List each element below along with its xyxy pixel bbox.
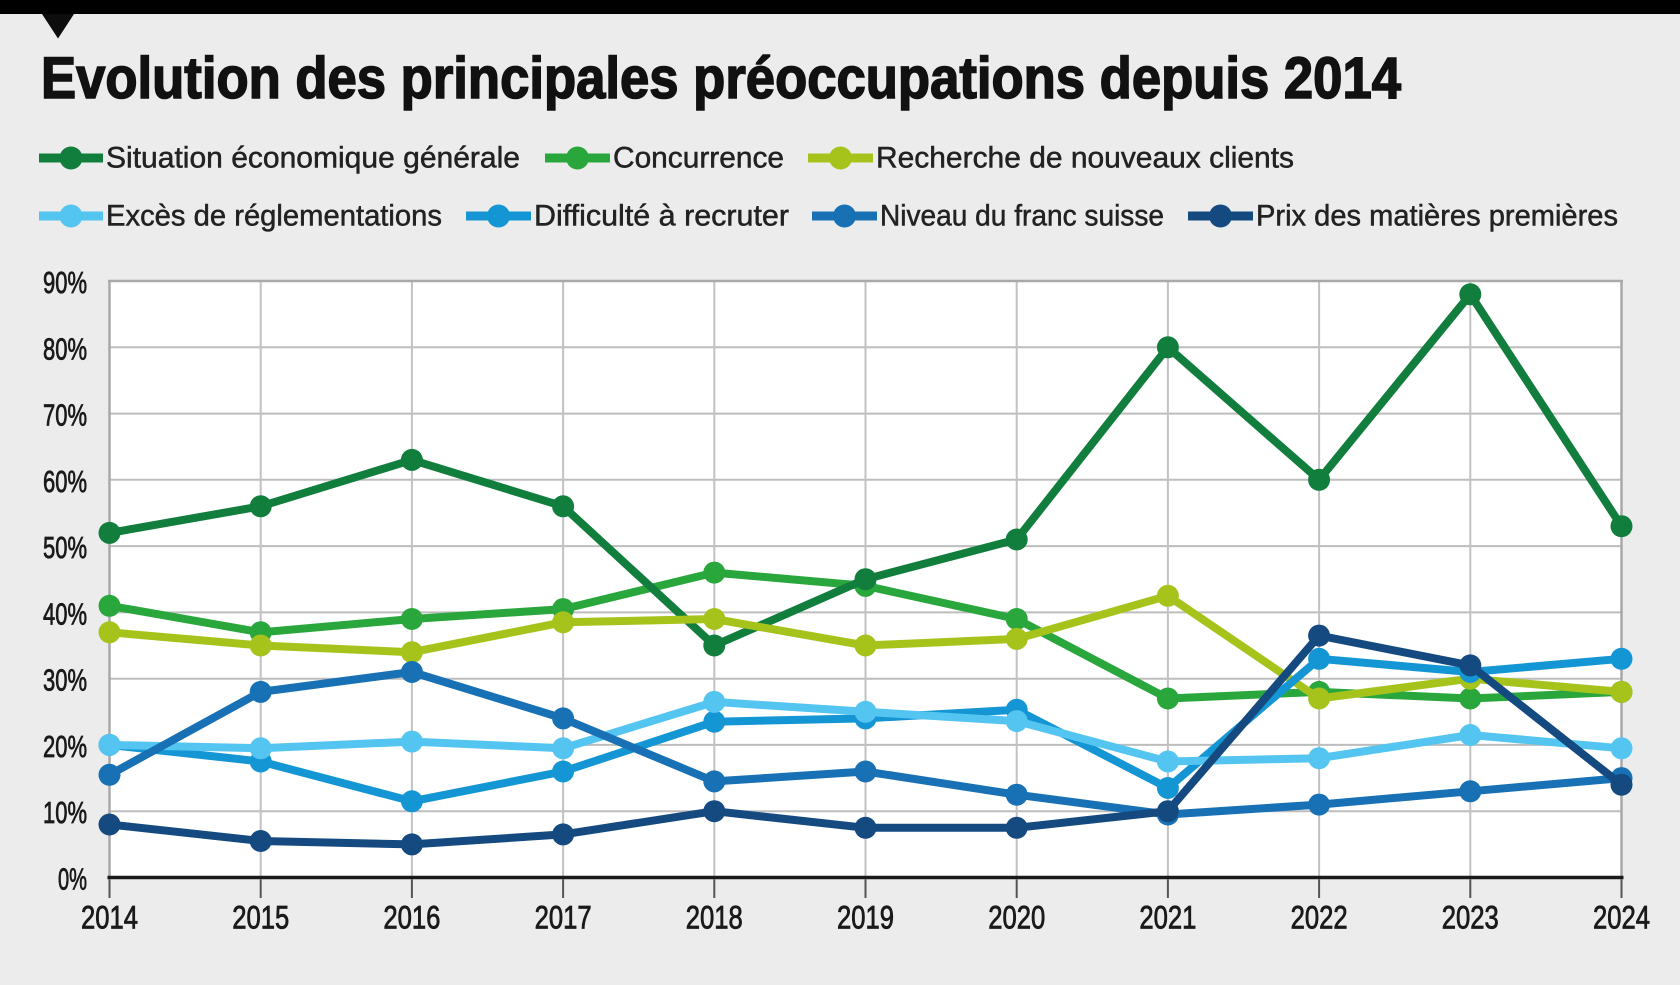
- svg-text:2022: 2022: [1291, 900, 1348, 936]
- svg-text:2017: 2017: [535, 900, 592, 936]
- svg-text:0%: 0%: [58, 862, 87, 897]
- svg-text:2021: 2021: [1139, 900, 1196, 936]
- svg-text:2015: 2015: [232, 900, 289, 936]
- svg-text:Situation économique générale: Situation économique générale: [106, 142, 520, 175]
- svg-text:20%: 20%: [43, 729, 87, 764]
- svg-text:2018: 2018: [686, 900, 743, 936]
- svg-text:2019: 2019: [837, 900, 894, 936]
- svg-text:Difficulté à recruter: Difficulté à recruter: [534, 200, 789, 233]
- svg-text:2016: 2016: [383, 900, 440, 936]
- svg-text:2023: 2023: [1442, 900, 1499, 936]
- svg-text:Recherche de nouveaux clients: Recherche de nouveaux clients: [876, 142, 1294, 175]
- svg-text:Prix des matières premières: Prix des matières premières: [1256, 200, 1618, 233]
- svg-text:2024: 2024: [1593, 900, 1650, 936]
- svg-text:60%: 60%: [43, 464, 87, 499]
- svg-text:50%: 50%: [43, 530, 87, 565]
- svg-text:Niveau du franc suisse: Niveau du franc suisse: [880, 200, 1164, 233]
- svg-text:2014: 2014: [81, 900, 138, 936]
- svg-text:80%: 80%: [43, 331, 87, 366]
- svg-text:70%: 70%: [43, 398, 87, 433]
- svg-text:2020: 2020: [988, 900, 1045, 936]
- svg-text:Concurrence: Concurrence: [613, 142, 784, 175]
- svg-text:40%: 40%: [43, 596, 87, 631]
- svg-text:30%: 30%: [43, 663, 87, 698]
- svg-text:Excès de réglementations: Excès de réglementations: [106, 200, 442, 233]
- svg-text:90%: 90%: [43, 265, 87, 300]
- svg-text:Evolution des principales préo: Evolution des principales préoccupations…: [41, 46, 1401, 111]
- svg-text:10%: 10%: [43, 795, 87, 830]
